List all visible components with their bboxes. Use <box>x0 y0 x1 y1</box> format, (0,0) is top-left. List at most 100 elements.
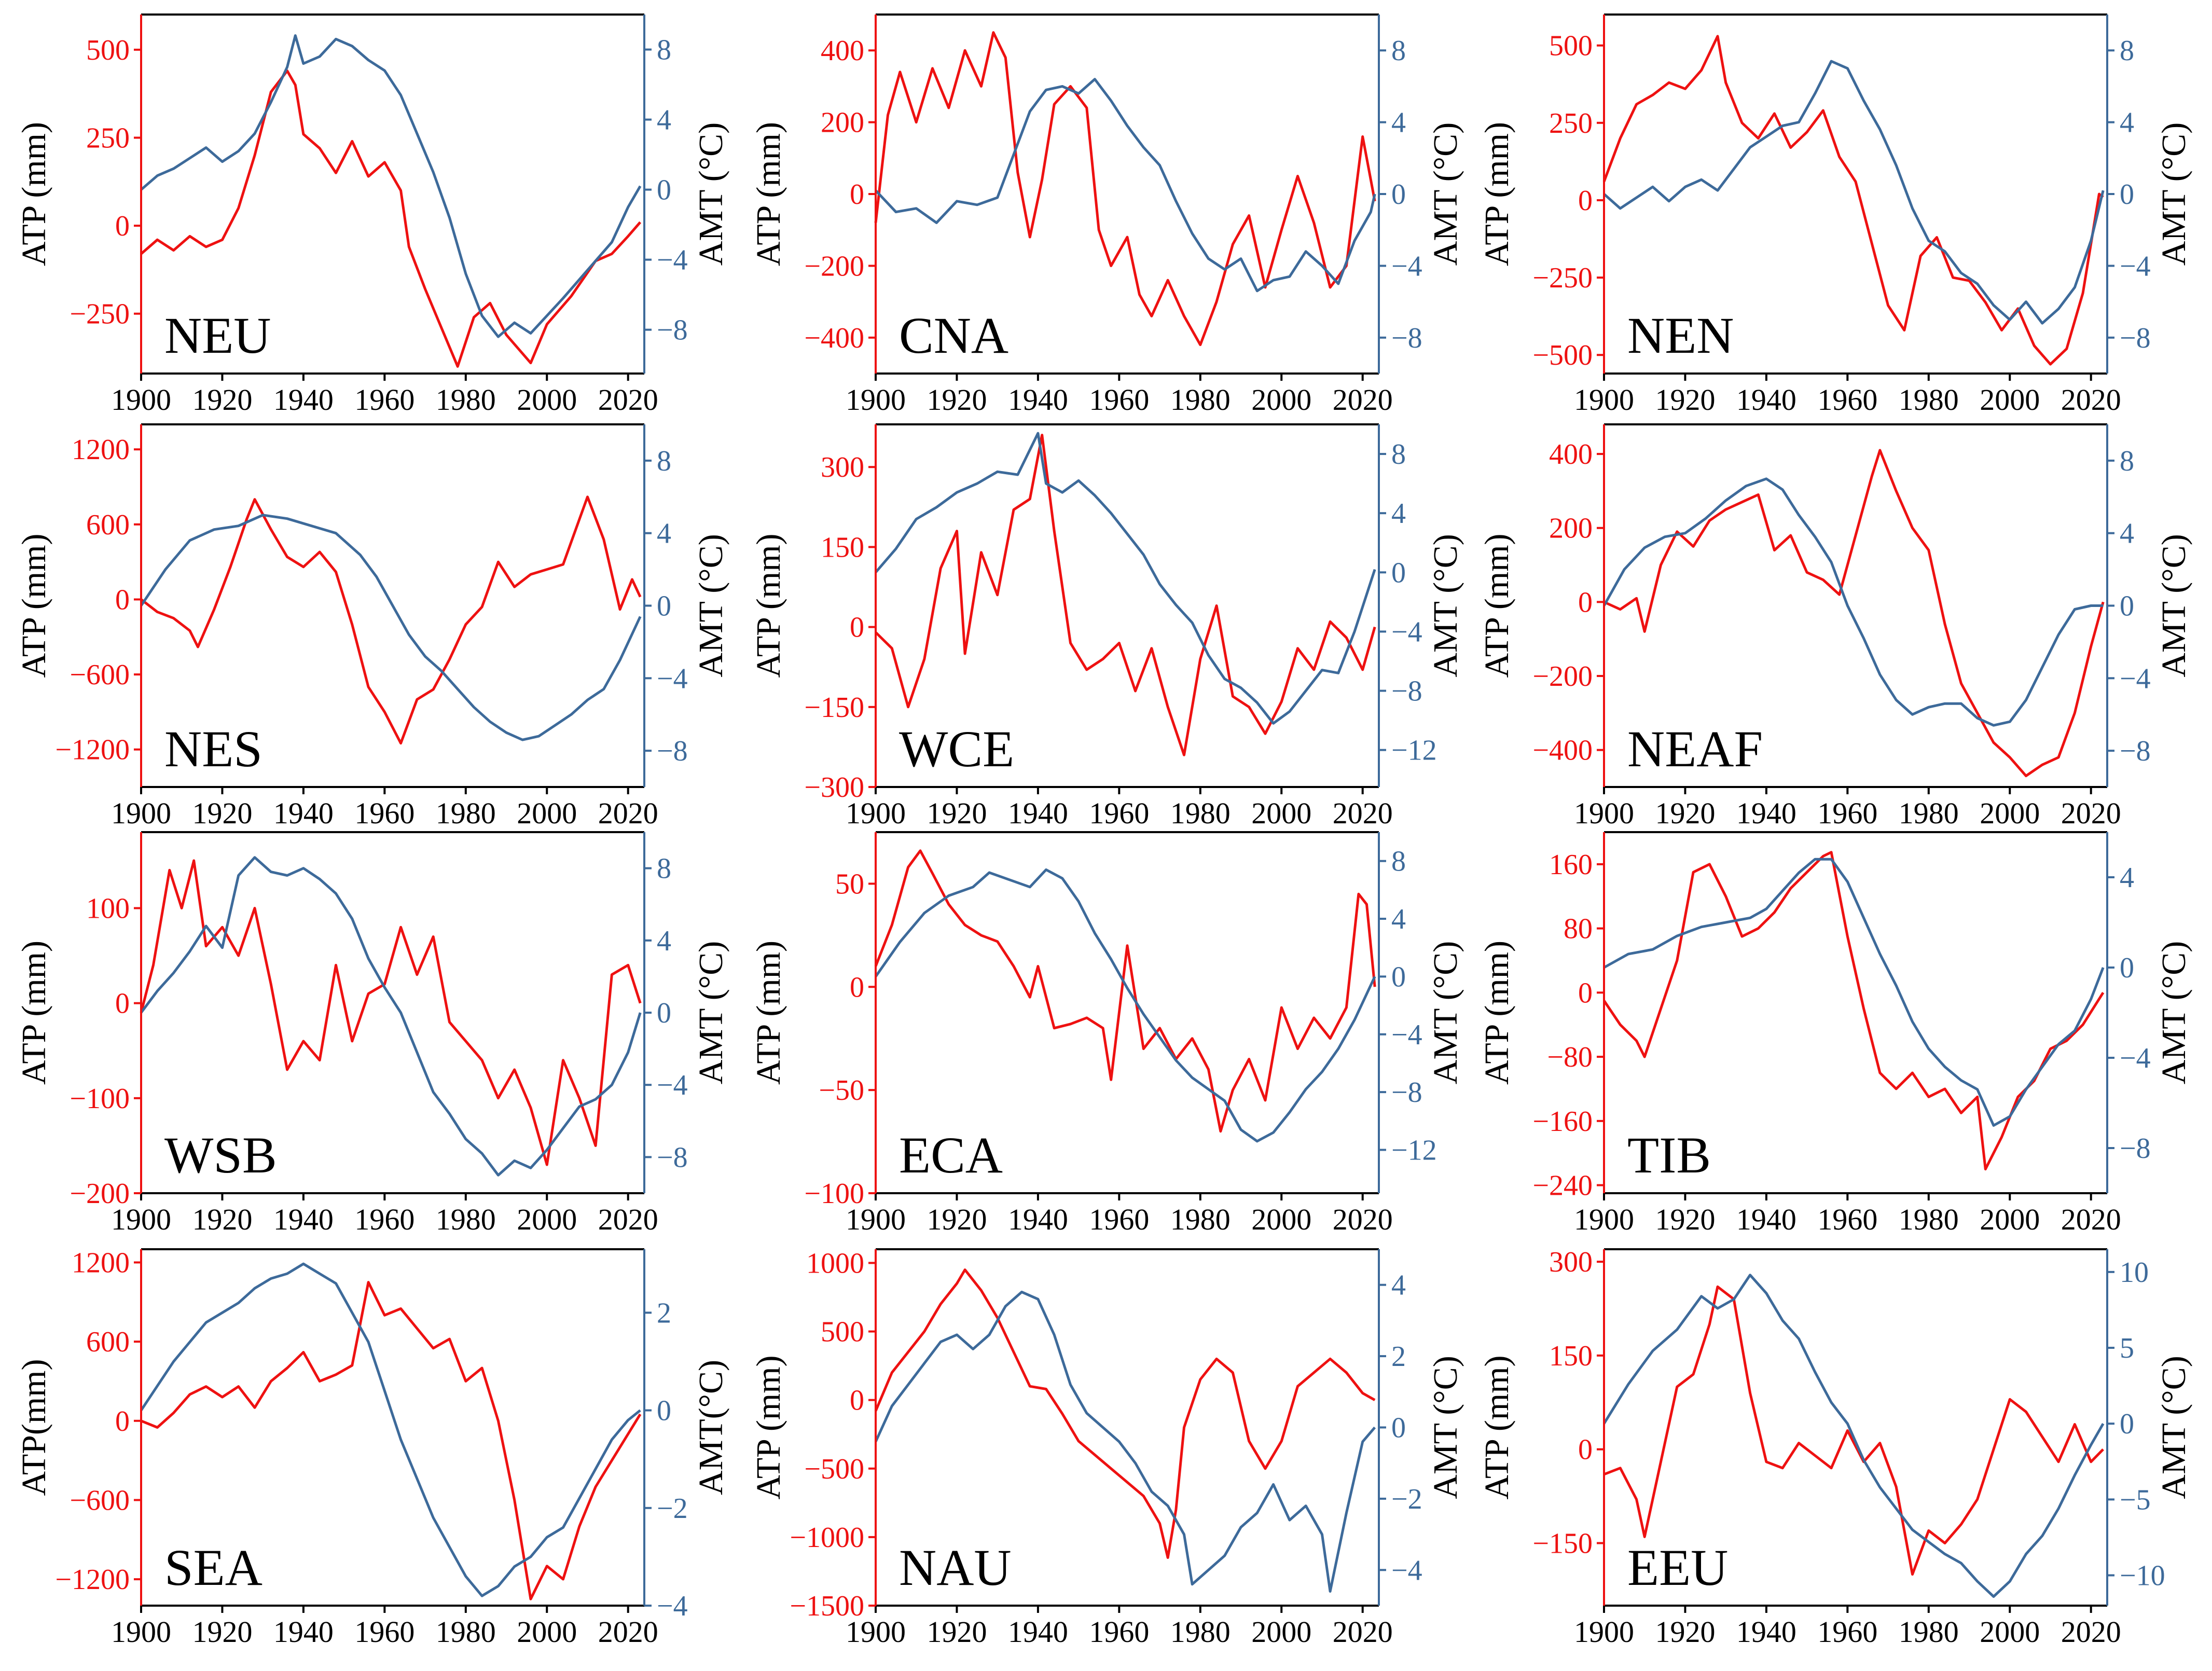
right-tick-label: 4 <box>657 104 671 136</box>
x-tick-label: 1900 <box>846 383 906 417</box>
x-tick-label: 1980 <box>436 796 496 830</box>
x-tick-label: 2020 <box>2061 1203 2121 1236</box>
left-axis-title: ATP (mm) <box>15 122 53 266</box>
right-axis-title: AMT (°C) <box>1427 122 1464 266</box>
x-tick-label: 1980 <box>1899 1615 1959 1649</box>
atp-line <box>1602 851 2105 1171</box>
x-tick-label: 1900 <box>111 1615 171 1649</box>
x-tick-label: 2020 <box>598 383 658 417</box>
left-axis-title: ATP (mm) <box>15 941 53 1085</box>
x-tick-label: 1900 <box>1574 1203 1634 1236</box>
region-label: NEU <box>164 307 271 364</box>
right-tick-label: 0 <box>657 1395 671 1427</box>
left-tick-label: 50 <box>835 868 864 900</box>
left-tick-label: 300 <box>821 451 864 484</box>
right-tick-label: 4 <box>1391 498 1406 530</box>
right-tick-label: 4 <box>2120 518 2134 550</box>
right-tick-label: 0 <box>1391 178 1406 211</box>
right-tick-label: −8 <box>657 1141 688 1173</box>
left-tick-label: 200 <box>821 107 864 139</box>
x-tick-label: 1900 <box>846 1203 906 1236</box>
right-tick-label: 4 <box>1391 1269 1406 1302</box>
right-tick-label: 0 <box>1391 557 1406 589</box>
left-tick-label: −1000 <box>790 1522 864 1554</box>
right-tick-label: −2 <box>657 1493 688 1525</box>
left-tick-label: −300 <box>804 771 864 804</box>
atp-line <box>140 495 642 745</box>
right-tick-label: −8 <box>2120 1133 2151 1165</box>
left-tick-label: −160 <box>1532 1106 1593 1138</box>
left-tick-label: 600 <box>86 509 130 541</box>
right-tick-label: −4 <box>2120 250 2151 282</box>
right-tick-label: 4 <box>657 518 671 550</box>
x-tick-label: 1980 <box>1899 796 1959 830</box>
right-tick-label: 0 <box>2120 590 2134 623</box>
left-tick-label: −200 <box>70 1178 130 1210</box>
left-tick-label: 80 <box>1564 913 1593 945</box>
x-tick-label: 1900 <box>1574 1615 1634 1649</box>
right-axis-title: AMT (°C) <box>1427 1356 1464 1499</box>
x-tick-label: 1900 <box>111 796 171 830</box>
x-tick-label: 1960 <box>1817 1203 1877 1236</box>
x-tick-label: 1940 <box>273 796 334 830</box>
x-tick-label: 1920 <box>1655 1203 1715 1236</box>
atp-line <box>1603 1285 2104 1576</box>
amt-line <box>1602 477 2104 727</box>
x-tick-label: 1960 <box>1089 796 1149 830</box>
x-tick-label: 1920 <box>192 796 252 830</box>
right-tick-label: −4 <box>1391 616 1422 648</box>
x-tick-label: 1940 <box>1008 383 1068 417</box>
left-tick-label: 500 <box>1549 30 1593 62</box>
x-tick-label: 2000 <box>1980 383 2040 417</box>
atp-line <box>140 859 642 1166</box>
panel-nes: 1900 1920 1940 1960 1980 2000 2020 −1200 −600 0 60… <box>15 423 730 830</box>
right-tick-label: 0 <box>657 590 671 623</box>
x-tick-label: 2000 <box>517 1615 577 1649</box>
x-tick-label: 1940 <box>1736 796 1796 830</box>
left-tick-label: −250 <box>1532 262 1593 294</box>
left-axis-title: ATP (mm) <box>750 941 787 1085</box>
atp-line <box>874 1268 1376 1559</box>
right-tick-label: 4 <box>1391 107 1406 139</box>
left-tick-label: −1200 <box>55 734 130 766</box>
right-tick-label: −8 <box>657 314 688 347</box>
x-tick-label: 2000 <box>1980 796 2040 830</box>
panel-wce: 1900 1920 1940 1960 1980 2000 2020 −300 −150 0 150… <box>750 423 1464 830</box>
x-tick-label: 1960 <box>1089 1203 1149 1236</box>
x-tick-label: 1960 <box>354 383 414 417</box>
left-tick-label: 0 <box>1578 977 1593 1009</box>
x-tick-label: 1900 <box>1574 796 1634 830</box>
left-tick-label: −400 <box>804 322 864 354</box>
left-tick-label: −150 <box>804 692 864 724</box>
right-axis-title: AMT (°C) <box>692 534 730 677</box>
right-axis-title: AMT (°C) <box>1427 534 1464 677</box>
x-tick-label: 2000 <box>1980 1203 2040 1236</box>
right-tick-label: −4 <box>657 244 688 277</box>
region-label: SEA <box>164 1539 262 1596</box>
amt-line <box>140 34 642 338</box>
right-tick-label: 0 <box>657 174 671 206</box>
left-tick-label: −600 <box>70 1484 130 1516</box>
region-label: CNA <box>899 307 1008 364</box>
x-tick-label: 2020 <box>1333 1203 1393 1236</box>
left-tick-label: 500 <box>86 34 130 66</box>
x-tick-label: 2020 <box>2061 383 2121 417</box>
left-tick-label: 500 <box>821 1316 864 1348</box>
right-tick-label: 0 <box>1391 1412 1406 1444</box>
x-tick-label: 1960 <box>1817 383 1877 417</box>
left-tick-label: 100 <box>86 893 130 925</box>
x-tick-label: 2020 <box>1333 383 1393 417</box>
right-tick-label: 8 <box>1391 35 1406 67</box>
x-tick-label: 1960 <box>354 1615 414 1649</box>
x-tick-label: 1920 <box>1655 1615 1715 1649</box>
x-tick-label: 2020 <box>2061 1615 2121 1649</box>
left-tick-label: −200 <box>804 250 864 282</box>
x-tick-label: 1980 <box>436 1615 496 1649</box>
panel-nen: 1900 1920 1940 1960 1980 2000 2020 −500 −250 0 250… <box>1478 13 2193 417</box>
right-tick-label: 0 <box>2120 1408 2134 1440</box>
right-tick-label: −10 <box>2120 1560 2165 1592</box>
x-tick-label: 1920 <box>192 383 252 417</box>
right-tick-label: 4 <box>2120 862 2134 894</box>
x-tick-label: 1920 <box>927 796 987 830</box>
x-tick-label: 2020 <box>598 1203 658 1236</box>
